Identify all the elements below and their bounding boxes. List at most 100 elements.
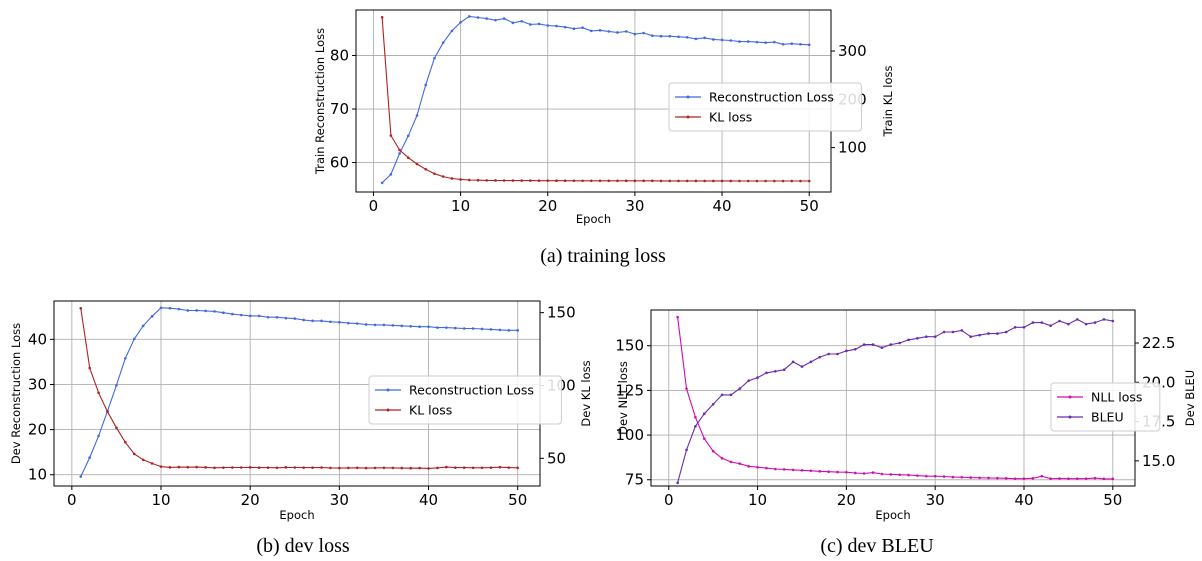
data-point [441, 175, 445, 178]
legend-marker [686, 95, 690, 99]
data-point [476, 178, 480, 182]
data-point [266, 315, 270, 319]
data-point [764, 41, 767, 44]
data-point [471, 466, 475, 470]
data-point [480, 327, 484, 331]
data-point [755, 179, 759, 183]
x-tick-label: 10 [748, 491, 767, 509]
data-point [729, 393, 733, 397]
data-point [898, 341, 901, 345]
data-point [703, 179, 706, 183]
data-point [809, 469, 813, 473]
data-point [471, 327, 475, 330]
data-point [889, 343, 893, 346]
data-point [373, 466, 377, 470]
data-point [853, 347, 857, 351]
data-point [239, 466, 243, 469]
data-point [676, 481, 679, 485]
data-point [1093, 476, 1097, 480]
data-point [1067, 477, 1070, 480]
data-point [124, 440, 127, 444]
legend-marker [686, 115, 690, 119]
data-point [427, 467, 430, 470]
data-point [204, 466, 207, 469]
data-point [880, 346, 884, 350]
data-point [969, 335, 973, 339]
data-point [790, 179, 794, 183]
data-point [720, 393, 724, 397]
data-point [329, 320, 332, 324]
data-point [502, 179, 506, 182]
data-point [774, 467, 777, 471]
data-point [729, 460, 733, 464]
data-point [738, 179, 741, 183]
data-point [590, 29, 593, 33]
data-point [1049, 477, 1052, 480]
x-axis-label: Epoch [279, 508, 314, 522]
data-point [1004, 330, 1008, 334]
data-point [498, 465, 502, 469]
data-point [720, 457, 724, 460]
data-point [141, 324, 145, 328]
data-point [132, 452, 136, 456]
data-point [572, 179, 576, 183]
data-point [756, 465, 759, 469]
data-point [1084, 477, 1088, 480]
series-line-reconstruction-loss [80, 307, 518, 477]
data-point [694, 37, 698, 41]
panel-dev-loss: 010203040501020304050100150EpochDev Reco… [9, 300, 593, 522]
legend-label: KL loss [709, 110, 752, 125]
y-left-tick-label: 150 [615, 337, 644, 355]
data-point [694, 179, 698, 183]
caption-dev-bleu: (c) dev BLEU [820, 535, 934, 557]
data-point [389, 134, 393, 137]
y-left-tick-label: 125 [615, 381, 644, 399]
y-right-axis-label: Dev BLEU [1183, 370, 1197, 426]
data-point [1093, 321, 1097, 324]
x-tick-label: 50 [800, 197, 819, 215]
data-point [807, 179, 811, 183]
data-point [1040, 474, 1044, 478]
data-point [415, 114, 419, 117]
data-point [969, 476, 973, 479]
data-point [239, 313, 243, 317]
y-left-tick-label: 75 [625, 471, 644, 489]
series-line-reconstruction-loss [381, 15, 810, 184]
data-point [485, 17, 489, 20]
data-point [782, 468, 786, 471]
y-right-tick-label: 50 [547, 449, 566, 467]
data-point [1049, 324, 1052, 328]
data-point [445, 326, 448, 329]
data-point [781, 42, 785, 46]
data-point [1058, 477, 1061, 480]
data-point [511, 21, 515, 25]
data-point [738, 40, 741, 43]
y-left-tick-label: 40 [28, 330, 47, 348]
data-point [572, 27, 576, 31]
x-tick-label: 50 [508, 491, 527, 509]
data-point [607, 179, 611, 183]
data-point [106, 410, 109, 414]
data-point [302, 318, 305, 322]
y-left-tick-label: 70 [330, 100, 349, 118]
data-point [400, 466, 404, 470]
data-point [364, 323, 368, 326]
data-point [150, 315, 154, 318]
data-point [624, 179, 628, 183]
data-point [409, 324, 412, 328]
y-right-tick-label: 15.0 [1142, 452, 1175, 470]
data-point [115, 384, 118, 387]
data-point [729, 179, 733, 183]
data-point [702, 437, 706, 440]
data-point [1111, 477, 1115, 481]
data-point [468, 15, 471, 18]
data-point [195, 309, 198, 312]
data-point [581, 26, 584, 29]
data-point [248, 466, 252, 469]
data-point [494, 179, 497, 182]
x-tick-label: 0 [369, 197, 379, 215]
data-point [1058, 319, 1061, 323]
data-point [933, 335, 937, 339]
legend: Reconstruction Loss KL loss [668, 82, 862, 132]
